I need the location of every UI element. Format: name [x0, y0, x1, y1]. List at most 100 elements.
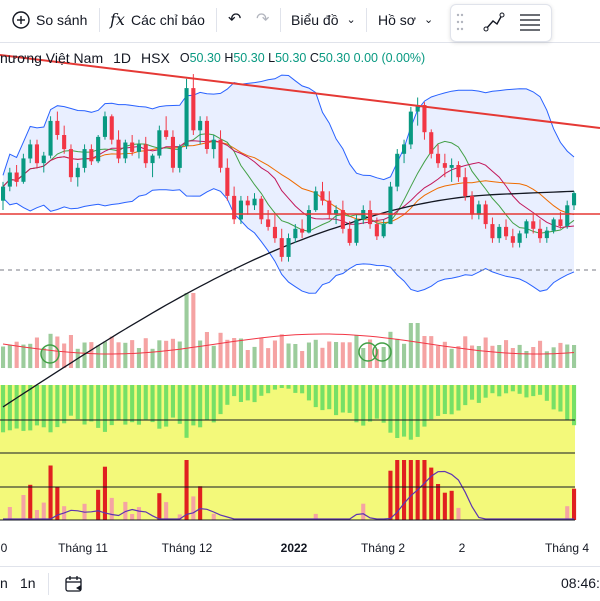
candle-body — [198, 120, 203, 131]
chart-menu-button[interactable]: Biểu đồ ⌄ — [291, 6, 356, 34]
candle-body — [259, 198, 264, 220]
fib-tool-button[interactable] — [517, 9, 543, 35]
volume-bar — [14, 341, 19, 368]
panel1-bar — [48, 385, 53, 433]
x-tick: Tháng 12 — [161, 541, 213, 555]
undo-button[interactable]: ↶ — [228, 6, 241, 34]
volume-bar — [89, 342, 94, 368]
bollinger-lower — [2, 188, 575, 294]
profile-menu-button[interactable]: Hồ sơ ⌄ — [378, 6, 433, 34]
panel1-bar — [143, 385, 148, 420]
volume-bar — [7, 344, 12, 369]
candle-body — [157, 130, 162, 156]
panel2-bar — [402, 460, 407, 520]
candle-body — [374, 224, 379, 237]
symbol-name[interactable]: nương Việt Nam — [0, 50, 104, 66]
candle-body — [21, 158, 26, 182]
panel1-bar — [565, 385, 570, 420]
candle-body — [476, 204, 481, 215]
indicators-button[interactable]: fx Các chỉ báo — [110, 6, 205, 34]
volume-bar — [62, 343, 67, 368]
candle-body — [211, 139, 216, 150]
panel1-bar — [238, 385, 243, 402]
interval[interactable]: 1D — [113, 50, 132, 66]
candle-body — [538, 228, 543, 239]
panel1-bar — [306, 385, 311, 401]
x-tick: 2 — [458, 541, 466, 555]
candle-body — [170, 136, 175, 168]
panel2-bar — [41, 502, 46, 520]
panel2-bar — [388, 470, 393, 520]
panel2-line — [3, 470, 574, 520]
candle-body — [164, 130, 169, 137]
panel2-bar — [361, 503, 366, 520]
range-button[interactable]: n — [0, 575, 8, 591]
panel2-bar — [21, 495, 26, 520]
range-button[interactable]: 1n — [20, 575, 36, 591]
indicator-panel-1 — [0, 385, 577, 455]
candle-body — [1, 186, 6, 201]
candle-body — [381, 224, 386, 237]
candle-body — [334, 210, 339, 215]
candle-body — [402, 144, 407, 154]
redo-button[interactable]: ↷ — [256, 6, 269, 34]
panel1-bar — [429, 385, 434, 420]
volume-bar — [21, 344, 26, 368]
change-value: 0.00 (0.00%) — [353, 51, 426, 65]
panel1-bar — [245, 385, 250, 401]
candle-body — [340, 210, 345, 229]
candle-body — [245, 200, 250, 206]
volume-bar — [204, 332, 209, 368]
candle-body — [7, 172, 12, 187]
panel2-bar — [55, 487, 60, 520]
panel2-bar — [436, 484, 441, 520]
candle-body — [449, 165, 454, 168]
candle-body — [368, 210, 373, 225]
volume-bar — [136, 348, 141, 368]
trendline-tool-button[interactable] — [481, 9, 507, 35]
profile-menu-label: Hồ sơ — [378, 12, 416, 28]
candle-body — [300, 228, 305, 233]
panel1-bar — [456, 385, 461, 411]
panel1-bar — [504, 385, 509, 394]
panel1-bar — [334, 385, 339, 416]
candle-body — [565, 205, 570, 226]
volume-bar — [422, 336, 427, 368]
divider — [216, 8, 217, 32]
candle-body — [442, 163, 447, 168]
close-label: C — [309, 51, 319, 65]
volume-bar — [572, 345, 577, 368]
volume-bar — [286, 343, 291, 368]
panel2-bar — [130, 514, 135, 520]
volume-bar — [293, 344, 298, 368]
compare-button[interactable]: So sánh — [12, 6, 87, 34]
volume-bar — [266, 348, 271, 368]
volume-bar — [279, 334, 284, 369]
panel2-bar — [34, 510, 39, 520]
panel1-bar — [313, 385, 318, 408]
volume-marker — [372, 342, 392, 362]
panel1-bar — [211, 385, 216, 423]
volume-bar — [170, 338, 175, 369]
panel1-bar — [191, 385, 196, 426]
volume-ma — [2, 333, 575, 355]
volume-bar — [164, 340, 169, 369]
volume-bar — [368, 339, 373, 368]
drag-handle[interactable] — [455, 9, 465, 35]
candle-body — [48, 120, 53, 156]
volume-bar — [211, 345, 216, 369]
date-range-icon[interactable] — [64, 574, 86, 594]
panel1-bar — [34, 385, 39, 426]
candle-body — [456, 165, 461, 178]
panel2-bar — [449, 490, 454, 520]
candlesticks — [1, 74, 577, 262]
volume-bar — [272, 340, 277, 368]
volume-bar — [449, 348, 454, 369]
open-label: O — [179, 51, 190, 65]
panel1-bar — [293, 385, 298, 393]
volume-bar — [327, 341, 332, 368]
candle-body — [225, 167, 230, 196]
horizontal-lines-icon — [520, 14, 540, 31]
volume-bar — [28, 343, 33, 369]
